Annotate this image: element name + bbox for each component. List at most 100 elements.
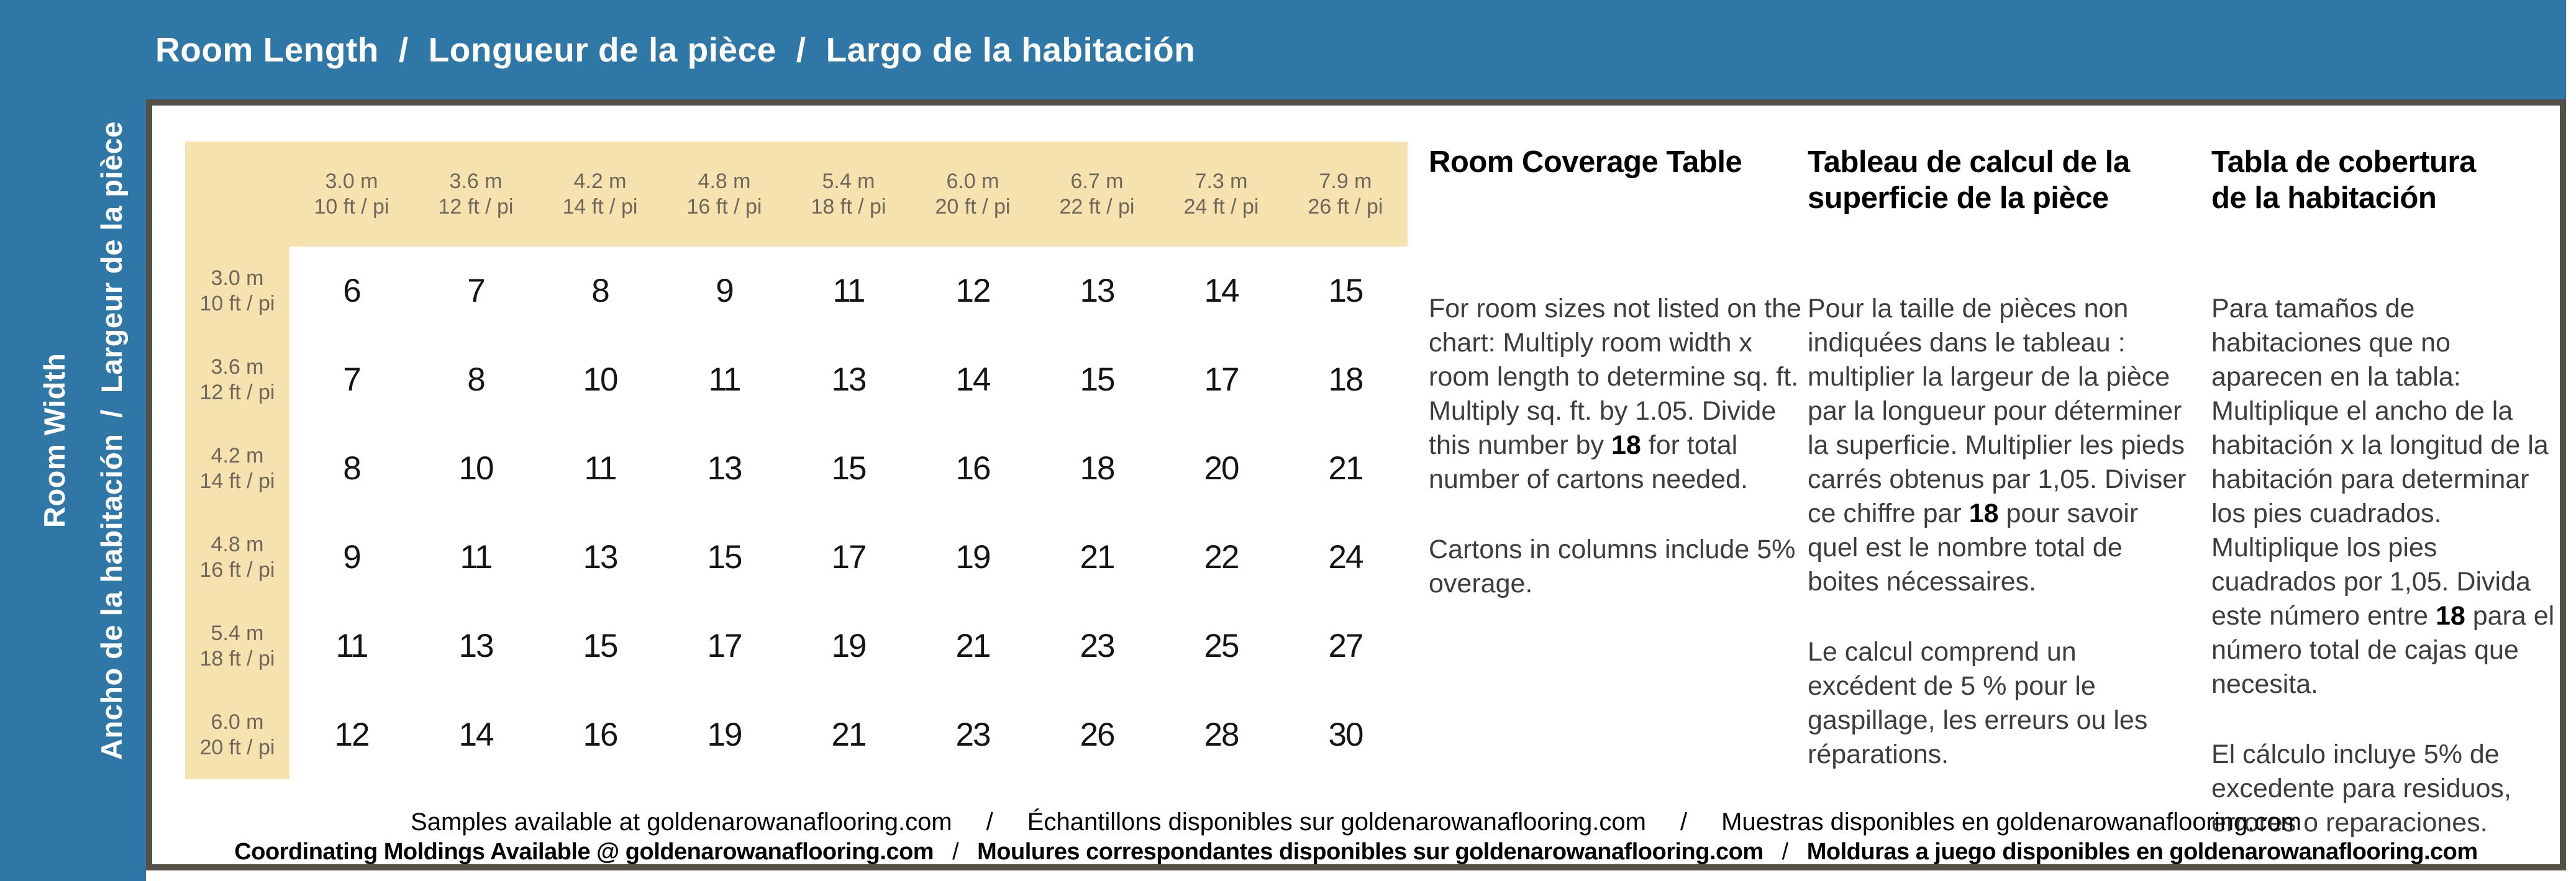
slash-separator: / — [986, 808, 993, 836]
carton-count-cell: 8 — [591, 273, 609, 309]
carton-count-cell: 23 — [1080, 628, 1116, 664]
row-header-cell: 4.2 m 14 ft / pi — [199, 443, 275, 493]
carton-count-cell: 30 — [1328, 716, 1364, 753]
carton-count-cell: 15 — [583, 628, 619, 664]
info-title-french: Tableau de calcul de la superficie de la… — [1808, 145, 2130, 215]
paragraph-overage-english: Cartons in columns include 5% overage. — [1429, 535, 1796, 599]
row-header-cell: 6.0 m 20 ft / pi — [199, 710, 275, 759]
carton-count-cell: 20 — [1204, 450, 1240, 487]
paragraph-overage-spanish: El cálculo incluye 5% de excedente para … — [2211, 739, 2511, 838]
carton-count-cell: 14 — [955, 361, 991, 398]
carton-count-cell: 19 — [831, 628, 867, 664]
carton-count-cell: 17 — [831, 539, 867, 576]
carton-count-cell: 23 — [955, 716, 991, 753]
carton-count-cell: 28 — [1204, 716, 1240, 753]
info-body-english: For room sizes not listed on the chart: … — [1429, 292, 1801, 601]
row-header-cell: 4.8 m 16 ft / pi — [199, 532, 275, 582]
room-width-label-fr: Largeur de la pièce — [95, 121, 128, 393]
carton-count-cell: 11 — [584, 450, 617, 487]
info-column-french: Tableau de calcul de la superficie de la… — [1808, 144, 2191, 769]
instructions-text: Pour la taille de pièces non indiquées d… — [1808, 294, 2187, 528]
footer-moldings-fr: Moulures correspondantes disponibles sur… — [977, 839, 1764, 865]
footer-samples-fr: Échantillons disponibles sur goldenarowa… — [1027, 808, 1646, 836]
carton-count-cell: 9 — [343, 539, 361, 576]
row-header-band — [185, 246, 289, 779]
carton-count-cell: 22 — [1204, 539, 1240, 576]
room-length-label-en: Room Length — [155, 30, 379, 69]
column-header-cell: 3.6 m 12 ft / pi — [438, 169, 514, 219]
footer-moldings-es: Molduras a juego disponibles en goldenar… — [1806, 839, 2478, 865]
carton-count-cell: 21 — [1080, 539, 1116, 576]
carton-count-cell: 24 — [1328, 539, 1364, 576]
row-header-cell: 3.0 m 10 ft / pi — [199, 266, 275, 315]
room-width-sidebar: Room Width Ancho de la habitación / Largeu… — [0, 0, 146, 881]
instructions-text: pour savoir quel est le nombre total de … — [1808, 499, 2139, 597]
carton-count-cell: 15 — [1080, 361, 1116, 398]
row-header-cell: 3.6 m 12 ft / pi — [199, 355, 275, 404]
carton-count-cell: 11 — [832, 273, 865, 309]
carton-count-cell: 13 — [831, 361, 867, 398]
carton-count-cell: 7 — [343, 361, 361, 398]
column-header-cell: 6.7 m 22 ft / pi — [1059, 169, 1135, 219]
footer-moldings-en: Coordinating Moldings Available @ golden… — [234, 839, 934, 865]
room-width-label-es: Ancho de la habitación — [95, 433, 128, 760]
carton-count-cell: 17 — [1204, 361, 1240, 398]
footer: Samples available at goldenarowanafloori… — [158, 807, 2554, 867]
paragraph-overage-french: Le calcul comprend un excédent de 5 % po… — [1808, 637, 2148, 769]
carton-count-cell: 11 — [335, 628, 368, 664]
carton-count-cell: 27 — [1328, 628, 1364, 664]
column-header-cell: 3.0 m 10 ft / pi — [314, 169, 389, 219]
carton-count-cell: 21 — [1328, 450, 1364, 487]
slash-separator: / — [1782, 839, 1789, 865]
footer-samples-es: Muestras disponibles en goldenarowanaflo… — [1721, 808, 2301, 836]
carton-count-cell: 13 — [1080, 273, 1116, 309]
carton-divisor-value: 18 — [1611, 430, 1641, 460]
slash-separator: / — [398, 30, 409, 69]
room-length-header-bar: Room Length / Longueur de la pièce / Largo d… — [0, 0, 2566, 99]
info-body-spanish: Para tamaños de habitaciones que no apar… — [2211, 292, 2559, 840]
footer-samples-en: Samples available at goldenarowanafloori… — [411, 808, 952, 836]
carton-count-cell: 15 — [707, 539, 743, 576]
carton-count-cell: 14 — [458, 716, 494, 753]
carton-divisor-value: 18 — [2435, 601, 2465, 631]
carton-count-cell: 25 — [1204, 628, 1240, 664]
room-coverage-table: 3.0 m 10 ft / pi 3.6 m 12 ft / pi 4.2 m 14 ft… — [185, 142, 1408, 779]
instructions-text: Para tamaños de habitaciones que no apar… — [2211, 294, 2549, 631]
coverage-panel: 3.0 m 10 ft / pi 3.6 m 12 ft / pi 4.2 m 14 ft… — [146, 99, 2566, 870]
carton-count-cell: 10 — [583, 361, 619, 398]
carton-count-cell: 12 — [334, 716, 370, 753]
room-length-label-fr: Longueur de la pièce — [428, 30, 776, 69]
carton-count-cell: 6 — [343, 273, 361, 309]
instructions-text: para el número total de cajas que necesi… — [2211, 601, 2555, 699]
info-column-english: Room Coverage Table For room sizes not l… — [1429, 144, 1801, 599]
carton-count-cell: 9 — [716, 273, 734, 309]
instructions-text: for total number of cartons needed. — [1429, 430, 1748, 494]
room-length-label-es: Largo de la habitación — [826, 30, 1196, 69]
info-title-spanish: Tabla de cobertura de la habitación — [2211, 145, 2476, 215]
carton-divisor-value: 18 — [1968, 499, 1999, 528]
column-header-band — [185, 142, 1408, 246]
column-header-cell: 4.8 m 16 ft / pi — [686, 169, 762, 219]
carton-count-cell: 26 — [1080, 716, 1116, 753]
instructions-text: For room sizes not listed on the chart: … — [1429, 294, 1801, 460]
carton-count-cell: 14 — [1204, 273, 1240, 309]
footer-moldings-line: Coordinating Moldings Available @ golden… — [158, 837, 2554, 867]
row-header-cell: 5.4 m 18 ft / pi — [199, 621, 275, 671]
column-header-cell: 4.2 m 14 ft / pi — [562, 169, 638, 219]
carton-count-cell: 8 — [467, 361, 485, 398]
slash-separator: / — [95, 409, 128, 418]
column-header-cell: 6.0 m 20 ft / pi — [935, 169, 1011, 219]
column-header-cell: 7.9 m 26 ft / pi — [1308, 169, 1383, 219]
carton-count-cell: 16 — [955, 450, 991, 487]
info-title-english: Room Coverage Table — [1429, 145, 1742, 179]
slash-separator: / — [796, 30, 806, 69]
room-width-label-fr-es: Ancho de la habitación / Largeur de la piè… — [83, 0, 140, 881]
carton-count-cell: 11 — [460, 539, 493, 576]
carton-count-cell: 13 — [458, 628, 494, 664]
column-header-cell: 7.3 m 24 ft / pi — [1183, 169, 1259, 219]
carton-count-cell: 17 — [707, 628, 743, 664]
column-header-cell: 5.4 m 18 ft / pi — [811, 169, 886, 219]
info-body-french: Pour la taille de pièces non indiquées d… — [1808, 292, 2191, 772]
slash-separator: / — [952, 839, 959, 865]
